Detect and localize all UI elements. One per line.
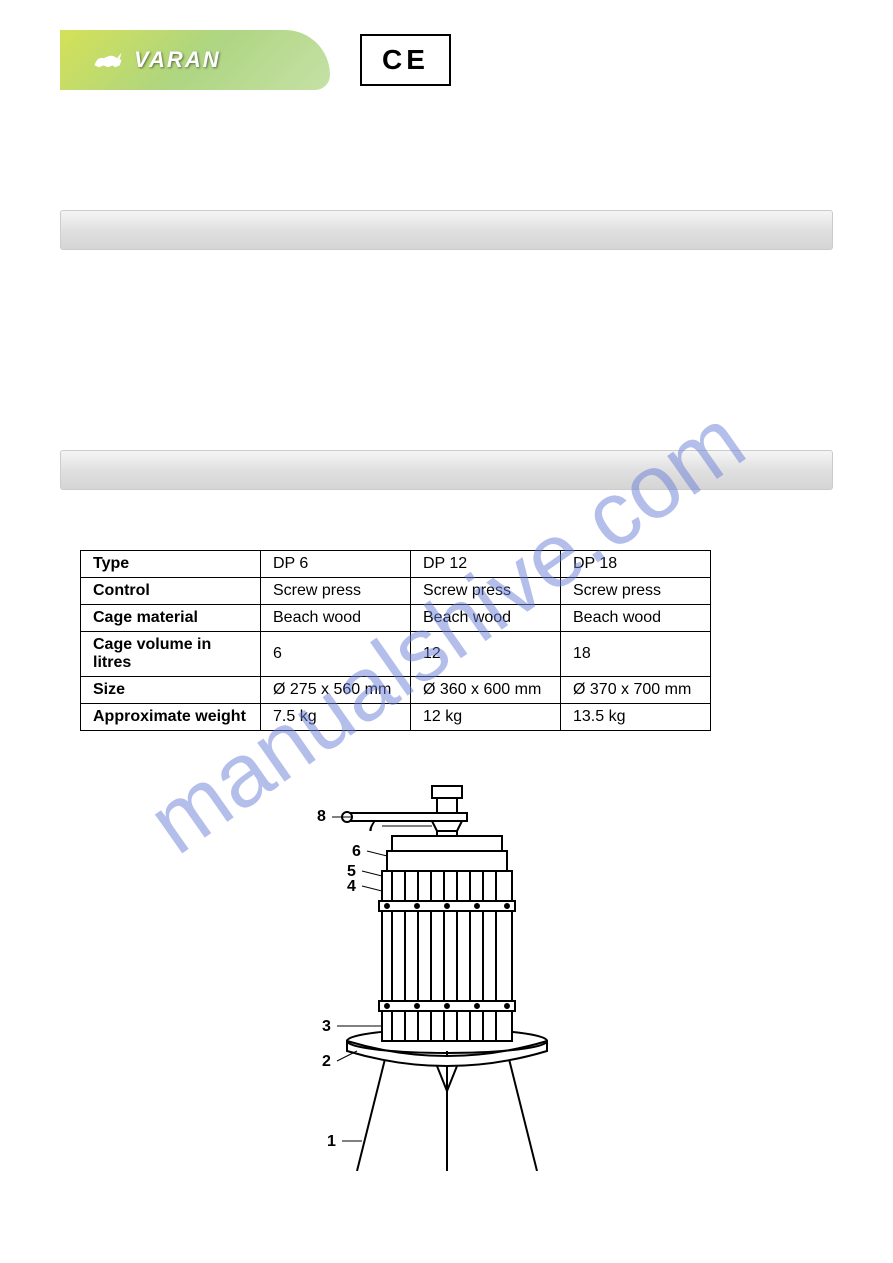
cell: Screw press xyxy=(561,578,711,605)
table-row: Size Ø 275 x 560 mm Ø 360 x 600 mm Ø 370… xyxy=(81,677,711,704)
row-label: Type xyxy=(81,551,261,578)
cell: Beach wood xyxy=(411,605,561,632)
press-diagram: 1 2 3 4 5 6 7 8 xyxy=(60,771,833,1171)
row-label: Cage material xyxy=(81,605,261,632)
row-label: Approximate weight xyxy=(81,704,261,731)
cell: DP 6 xyxy=(261,551,411,578)
cell: Beach wood xyxy=(261,605,411,632)
cell: DP 18 xyxy=(561,551,711,578)
row-label: Cage volume in litres xyxy=(81,632,261,677)
cell: Beach wood xyxy=(561,605,711,632)
table-row: Cage material Beach wood Beach wood Beac… xyxy=(81,605,711,632)
row-label: Control xyxy=(81,578,261,605)
cell: Ø 275 x 560 mm xyxy=(261,677,411,704)
cell: 6 xyxy=(261,632,411,677)
diagram-label: 7 xyxy=(367,818,376,835)
diagram-label: 8 xyxy=(317,808,326,825)
table-row: Type DP 6 DP 12 DP 18 xyxy=(81,551,711,578)
row-label: Size xyxy=(81,677,261,704)
diagram-label: 6 xyxy=(352,843,361,860)
cell: 12 xyxy=(411,632,561,677)
cell: Screw press xyxy=(411,578,561,605)
cell: 12 kg xyxy=(411,704,561,731)
cell: 18 xyxy=(561,632,711,677)
table-row: Control Screw press Screw press Screw pr… xyxy=(81,578,711,605)
specifications-table: Type DP 6 DP 12 DP 18 Control Screw pres… xyxy=(80,550,711,731)
table-row: Approximate weight 7.5 kg 12 kg 13.5 kg xyxy=(81,704,711,731)
diagram-label: 4 xyxy=(347,878,356,895)
cell: Ø 370 x 700 mm xyxy=(561,677,711,704)
diagram-label: 5 xyxy=(347,863,356,880)
section-bar-2 xyxy=(60,450,833,490)
brand-logo: VARAN xyxy=(60,30,330,90)
press-svg: 1 2 3 4 5 6 7 8 xyxy=(287,771,607,1171)
page-header: VARAN CE xyxy=(60,30,833,90)
cell: Ø 360 x 600 mm xyxy=(411,677,561,704)
diagram-label: 3 xyxy=(322,1018,331,1035)
cell: 13.5 kg xyxy=(561,704,711,731)
cell: Screw press xyxy=(261,578,411,605)
section-bar-1 xyxy=(60,210,833,250)
diagram-label: 1 xyxy=(327,1133,336,1150)
ce-mark: CE xyxy=(360,34,451,86)
cell: DP 12 xyxy=(411,551,561,578)
rhino-icon xyxy=(90,47,126,73)
table-row: Cage volume in litres 6 12 18 xyxy=(81,632,711,677)
brand-name: VARAN xyxy=(134,47,221,73)
cell: 7.5 kg xyxy=(261,704,411,731)
diagram-label: 2 xyxy=(322,1053,331,1070)
